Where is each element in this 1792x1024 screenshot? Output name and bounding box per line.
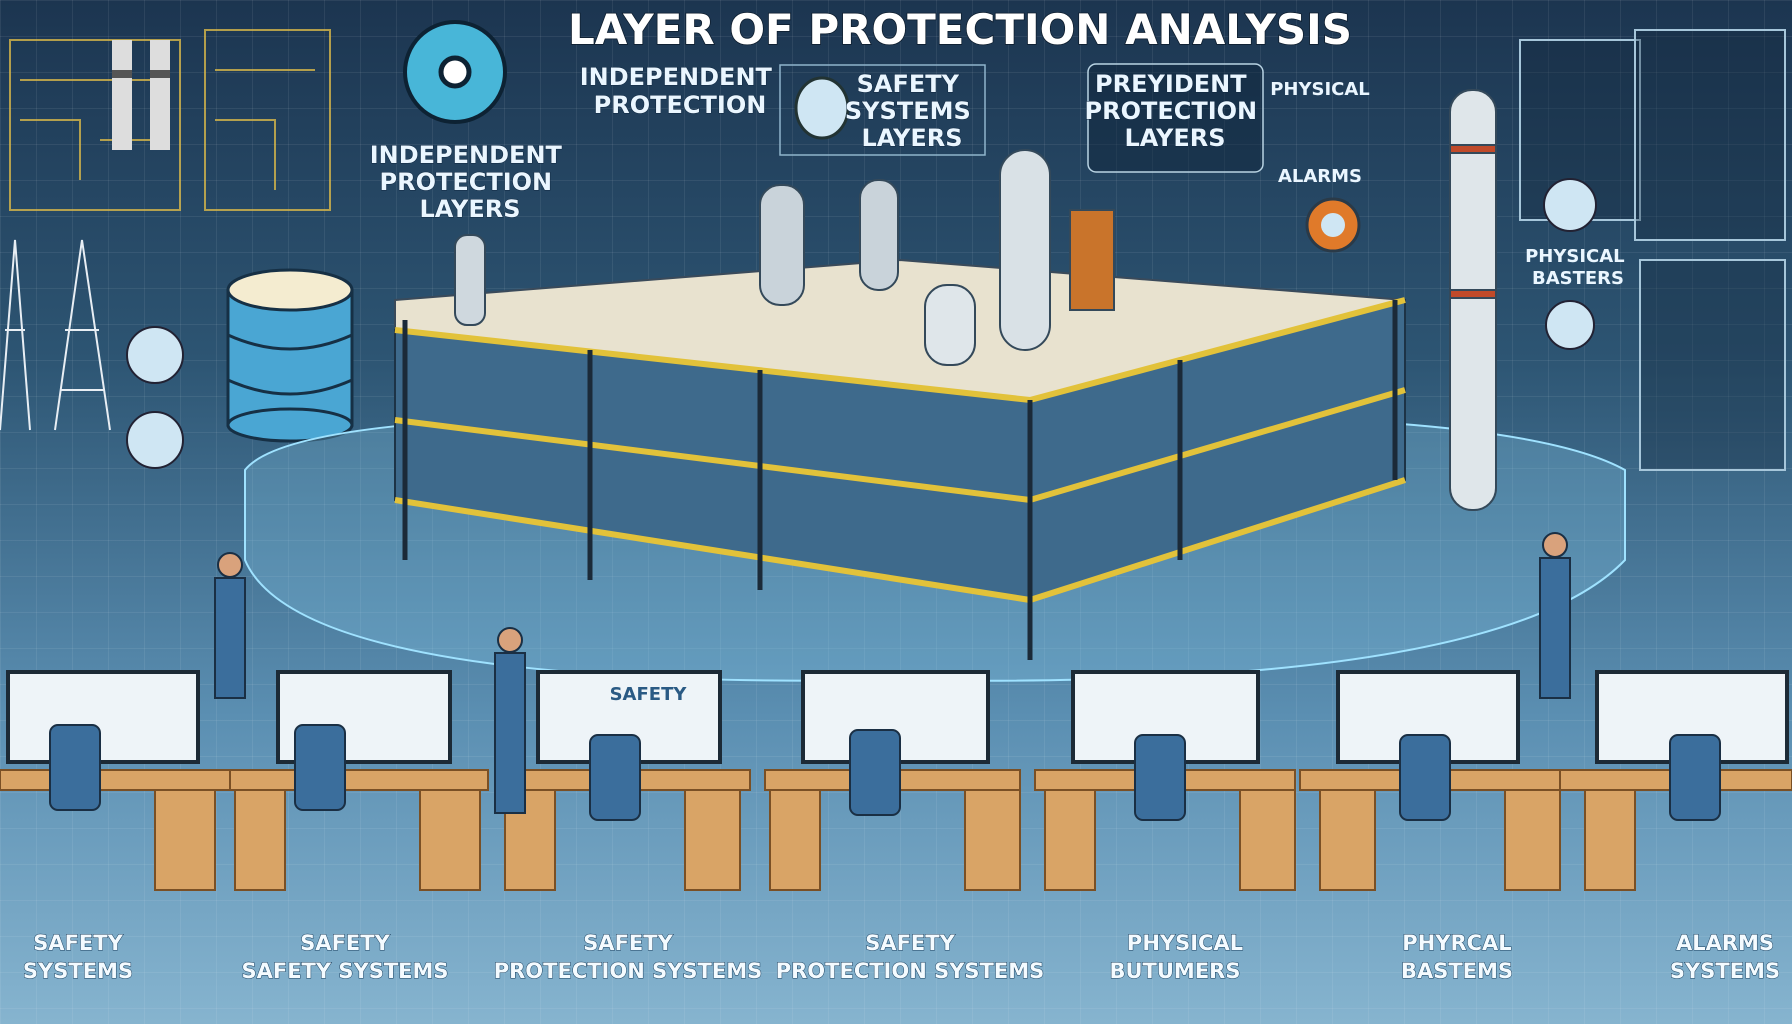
bottom-label: PHYRCAL BASTEMS xyxy=(1401,931,1513,983)
alarm-dial-icon xyxy=(1305,197,1361,253)
operators xyxy=(49,532,1721,821)
bottom-label: SAFETY PROTECTION SYSTEMS xyxy=(776,931,1045,983)
label-physical: PHYSICAL xyxy=(1270,79,1370,100)
bottom-label: ALARMS SYSTEMS xyxy=(1670,931,1780,983)
process-plant xyxy=(394,258,1406,660)
shield-disc-icon xyxy=(403,20,507,124)
prevident-box xyxy=(1087,63,1264,173)
bottom-label: PHYSICAL BUTUMERS xyxy=(1110,931,1244,983)
label-alarms: ALARMS xyxy=(1278,166,1362,187)
transmission-tower-icon xyxy=(0,239,111,431)
label-independent-protection-layers: INDEPENDENT PROTECTION LAYERS xyxy=(370,141,571,223)
label-physical-basters: PHYSICAL BASTERS xyxy=(1525,246,1631,289)
label-independent-protection: INDEPENDENT PROTECTION xyxy=(580,63,781,119)
right-control-panel xyxy=(1519,29,1786,471)
bottom-label: SAFETY SAFETY SYSTEMS xyxy=(241,931,448,983)
smokestacks-icon xyxy=(112,40,170,150)
monitor-label-safety: SAFETY xyxy=(610,684,688,705)
bottom-label: SAFETY SYSTEMS xyxy=(23,931,133,983)
label-prevident-protection-layers: PREYIDENT PROTECTION LAYERS xyxy=(1085,70,1266,152)
page-title: LAYER OF PROTECTION ANALYSIS xyxy=(568,5,1352,54)
database-icon xyxy=(226,268,354,443)
safety-gauge-icon xyxy=(794,76,850,140)
bottom-label: SAFETY PROTECTION SYSTEMS xyxy=(494,931,763,983)
tanks-and-columns xyxy=(454,89,1497,511)
label-safety-systems-layers: SAFETY SYSTEMS LAYERS xyxy=(845,70,979,152)
safety-systems-box xyxy=(779,64,986,156)
gauge-icons xyxy=(126,178,1597,469)
bottom-labels: SAFETY SYSTEMS SAFETY SAFETY SYSTEMS SAFET… xyxy=(22,931,1780,984)
